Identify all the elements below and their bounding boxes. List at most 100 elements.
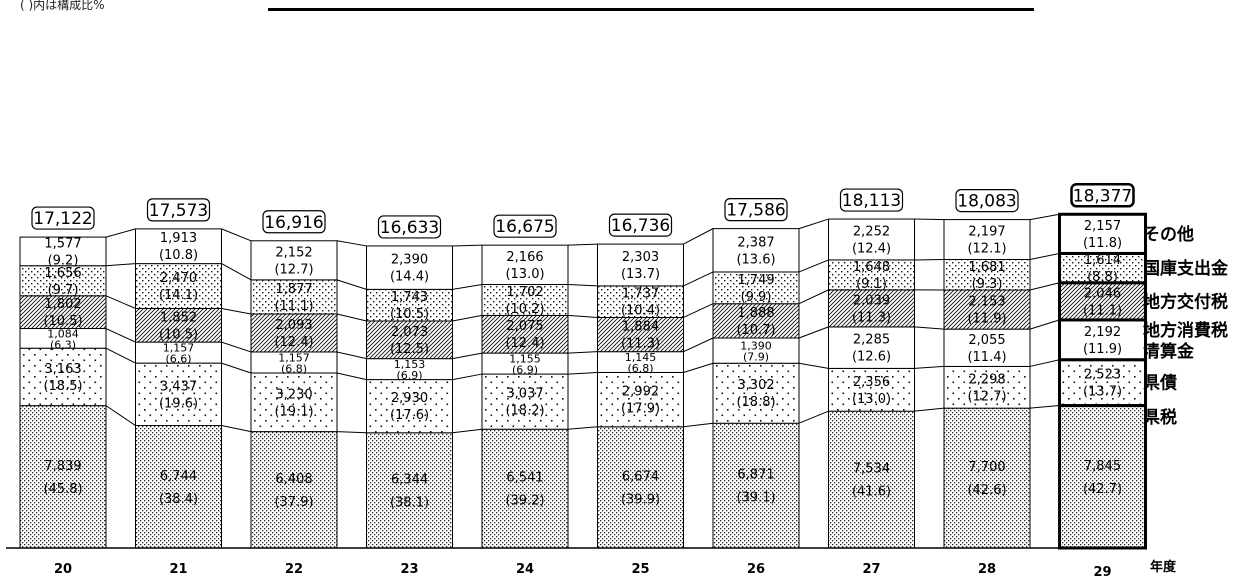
x-tick-label-24: 24 <box>516 562 534 577</box>
total-box-20 <box>31 206 95 230</box>
connector-line <box>914 407 945 412</box>
value-label-bond-29: 2,523 <box>1084 368 1121 383</box>
pct-label-other-22: (12.7) <box>274 262 313 277</box>
total-box-26 <box>724 198 788 222</box>
pct-label-other-29: (11.8) <box>1083 236 1122 251</box>
bar-segment-tax-22 <box>250 431 338 549</box>
legend-label-other: その他 <box>1143 224 1194 245</box>
x-tick-label-28: 28 <box>978 562 996 577</box>
value-label-bond-24: 3,037 <box>506 387 543 402</box>
value-label-grant-23: 2,073 <box>391 325 428 340</box>
pct-label-consumption-22: (6.8) <box>281 362 307 375</box>
pct-label-other-25: (13.7) <box>621 267 660 282</box>
value-label-grant-22: 2,093 <box>275 318 312 333</box>
pct-label-bond-29: (13.7) <box>1083 385 1122 400</box>
pct-label-bond-23: (17.6) <box>390 408 429 423</box>
x-tick-label-21: 21 <box>169 562 187 577</box>
value-label-treasury-22: 1,877 <box>275 282 312 297</box>
pct-label-other-20: (9.2) <box>48 253 79 268</box>
total-label-26: 17,586 <box>726 201 785 221</box>
connector-line <box>221 425 252 433</box>
bar-segment-tax-21 <box>135 425 222 549</box>
bar-segment-grant-26 <box>712 303 800 339</box>
value-label-grant-28: 2,153 <box>968 295 1005 310</box>
pct-label-treasury-22: (11.1) <box>274 299 313 314</box>
x-tick-label-20: 20 <box>54 562 72 577</box>
total-label-28: 18,083 <box>957 192 1016 212</box>
x-tick-label-23: 23 <box>400 562 418 577</box>
bar-segment-grant-28 <box>943 289 1031 330</box>
value-label-treasury-26: 1,749 <box>737 273 774 288</box>
value-label-bond-22: 3,230 <box>275 387 312 402</box>
value-label-consumption-25: 1,145 <box>625 351 657 364</box>
header-rule <box>268 8 1034 11</box>
value-label-tax-25: 6,674 <box>622 469 659 484</box>
bar-segment-consumption-27 <box>828 326 915 369</box>
pct-label-bond-25: (17.9) <box>621 402 660 417</box>
bar-segment-bond-23 <box>366 379 453 434</box>
pct-label-bond-26: (18.8) <box>736 395 775 410</box>
total-label-24: 16,675 <box>495 217 554 237</box>
value-label-grant-27: 2,039 <box>853 293 890 308</box>
total-box-27 <box>839 188 904 212</box>
pct-label-tax-21: (38.4) <box>159 492 198 507</box>
value-label-tax-26: 6,871 <box>737 468 774 483</box>
legend-label-tax: 県税 <box>1143 407 1177 428</box>
value-label-grant-29: 2,046 <box>1084 286 1121 301</box>
pct-label-bond-28: (12.7) <box>967 389 1006 404</box>
pct-label-consumption-29: (11.9) <box>1083 342 1122 357</box>
value-label-bond-27: 2,356 <box>853 375 890 390</box>
legend-label-treasury: 国庫支出金 <box>1143 258 1229 279</box>
value-label-grant-26: 1,888 <box>737 306 774 321</box>
pct-label-consumption-24: (6.9) <box>512 364 538 377</box>
bar-segment-grant-24 <box>481 314 569 354</box>
pct-label-tax-20: (45.8) <box>43 482 82 497</box>
total-label-21: 17,573 <box>149 201 208 221</box>
connector-line <box>336 351 367 360</box>
pct-label-other-27: (12.4) <box>852 241 891 256</box>
pct-label-grant-23: (12.5) <box>390 342 429 357</box>
connector-line <box>221 307 252 315</box>
value-label-consumption-29: 2,192 <box>1084 325 1121 340</box>
bar-segment-treasury-22 <box>250 279 338 315</box>
pct-label-tax-25: (39.9) <box>621 492 660 507</box>
connector-line <box>798 410 829 424</box>
value-label-tax-28: 7,700 <box>968 460 1005 475</box>
bar-segment-treasury-27 <box>828 259 915 291</box>
x-tick-label-26: 26 <box>747 562 765 577</box>
connector-line <box>914 218 945 221</box>
bar-segment-tax-24 <box>481 428 569 549</box>
connector-line <box>105 405 136 426</box>
value-label-other-29: 2,157 <box>1084 219 1121 234</box>
connector-line <box>567 426 598 430</box>
total-box-23 <box>377 215 442 239</box>
bar-segment-other-22 <box>250 240 338 281</box>
connector-line <box>336 313 367 322</box>
bar-segment-tax-20 <box>19 405 107 549</box>
total-label-20: 17,122 <box>33 209 92 229</box>
pct-label-grant-29: (11.1) <box>1083 303 1122 318</box>
total-label-23: 16,633 <box>380 218 439 238</box>
bar-segment-consumption-26 <box>712 337 800 364</box>
value-label-treasury-24: 1,702 <box>506 285 543 300</box>
x-tick-label-22: 22 <box>285 562 303 577</box>
bar-segment-other-28 <box>943 219 1031 260</box>
value-label-consumption-22: 1,157 <box>278 351 310 364</box>
pct-label-other-26: (13.6) <box>736 252 775 267</box>
value-label-bond-23: 2,930 <box>391 391 428 406</box>
value-label-tax-23: 6,344 <box>391 472 428 487</box>
connector-line <box>105 228 136 238</box>
value-label-other-26: 2,387 <box>737 235 774 250</box>
pct-label-consumption-25: (6.8) <box>627 362 653 375</box>
connector-line <box>105 328 136 343</box>
total-box-28 <box>955 188 1019 213</box>
connector-line <box>336 240 367 247</box>
value-label-treasury-28: 1,681 <box>968 260 1005 275</box>
bar-segment-tax-26 <box>712 422 800 549</box>
bar-segment-other-25 <box>597 243 684 287</box>
connector-line <box>452 352 483 360</box>
bar-segment-bond-25 <box>597 371 684 428</box>
pct-label-tax-26: (39.1) <box>736 491 775 506</box>
bar-segment-other-24 <box>481 244 569 285</box>
